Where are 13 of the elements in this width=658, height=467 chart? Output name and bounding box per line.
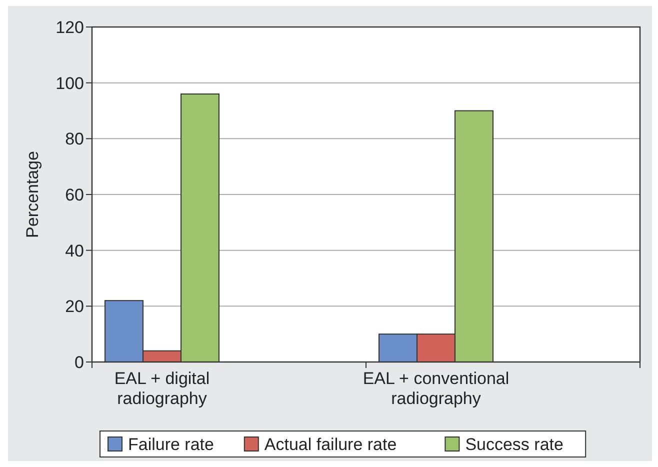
legend-label: Failure rate [128,434,214,454]
x-tick-label: EAL + digital radiography [114,369,210,408]
y-tick-label: 120 [56,18,84,37]
y-tick-label: 0 [74,352,84,372]
y-tick-label: 60 [65,185,84,204]
y-tick-label: 80 [65,130,84,149]
y-tick-label: 20 [65,297,84,316]
legend-label: Success rate [465,434,564,454]
legend-label: Actual failure rate [264,434,397,454]
y-tick-label: 100 [56,74,84,93]
x-tick-label: EAL + conventional radiography [362,369,510,408]
y-tick-label: 40 [65,241,84,260]
y-axis-title: Percentage [23,151,42,238]
